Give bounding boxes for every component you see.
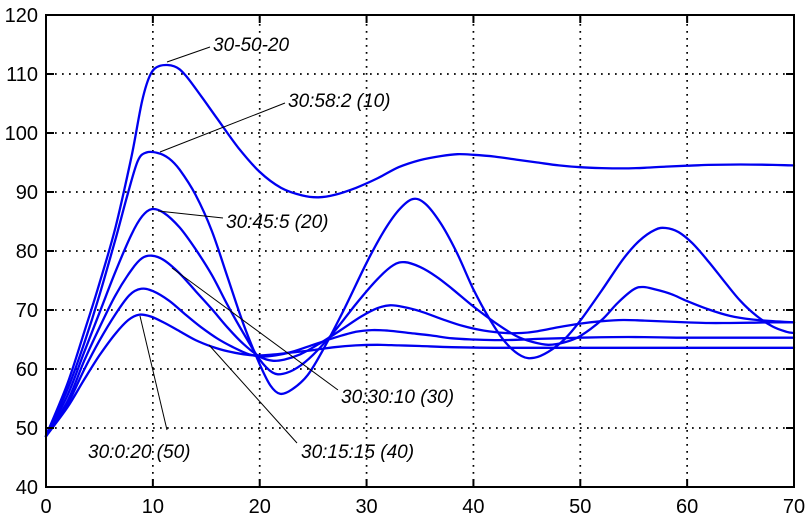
annotation-leader-line <box>157 210 224 219</box>
curve-series-2 <box>44 207 796 438</box>
x-tick-label: 30 <box>355 496 377 518</box>
annotation-leader-line <box>208 344 298 444</box>
y-tick-label: 110 <box>6 64 38 86</box>
x-tick-label: 50 <box>569 496 591 518</box>
y-tick-label: 70 <box>16 300 38 322</box>
curve-series-3 <box>44 254 796 438</box>
annotation-leader-line <box>166 46 211 63</box>
annotation-group: 30-50-20 30:58:2 (10) 30:45:5 (20) 30:30:10… <box>88 35 454 463</box>
curve-series-0 <box>44 63 796 437</box>
x-tick-label: 70 <box>783 496 805 518</box>
curve-series-1 <box>44 150 796 438</box>
annotation-label: 30:30:10 (30) <box>341 387 454 408</box>
annotation-leader-line <box>139 315 168 431</box>
y-tick-label: 90 <box>16 182 38 204</box>
annotation-label: 30:45:5 (20) <box>226 212 328 233</box>
x-tick-label: 0 <box>40 496 51 518</box>
x-tick-label: 10 <box>142 496 164 518</box>
y-tick-label: 50 <box>16 418 38 440</box>
annotation-leader-line <box>159 102 286 153</box>
x-tick-label: 60 <box>676 496 698 518</box>
x-tick-label: 40 <box>462 496 484 518</box>
annotation-leader-line <box>171 267 339 391</box>
curve-series-5 <box>44 313 796 438</box>
y-tick-label: 40 <box>16 477 38 499</box>
curve-group <box>44 63 796 438</box>
axes-box <box>45 14 795 488</box>
y-tick-label: 100 <box>5 123 38 145</box>
x-tick-label: 20 <box>249 496 271 518</box>
annotation-label: 30:58:2 (10) <box>288 91 390 112</box>
annotation-label: 30:15:15 (40) <box>301 442 414 463</box>
annotation-label: 30:0:20 (50) <box>88 442 190 463</box>
annotation-label: 30-50-20 <box>213 35 289 56</box>
y-tick-label: 80 <box>16 241 38 263</box>
y-tick-label: 120 <box>5 5 38 27</box>
curve-series-4 <box>44 287 796 438</box>
y-tick-label: 60 <box>16 359 38 381</box>
